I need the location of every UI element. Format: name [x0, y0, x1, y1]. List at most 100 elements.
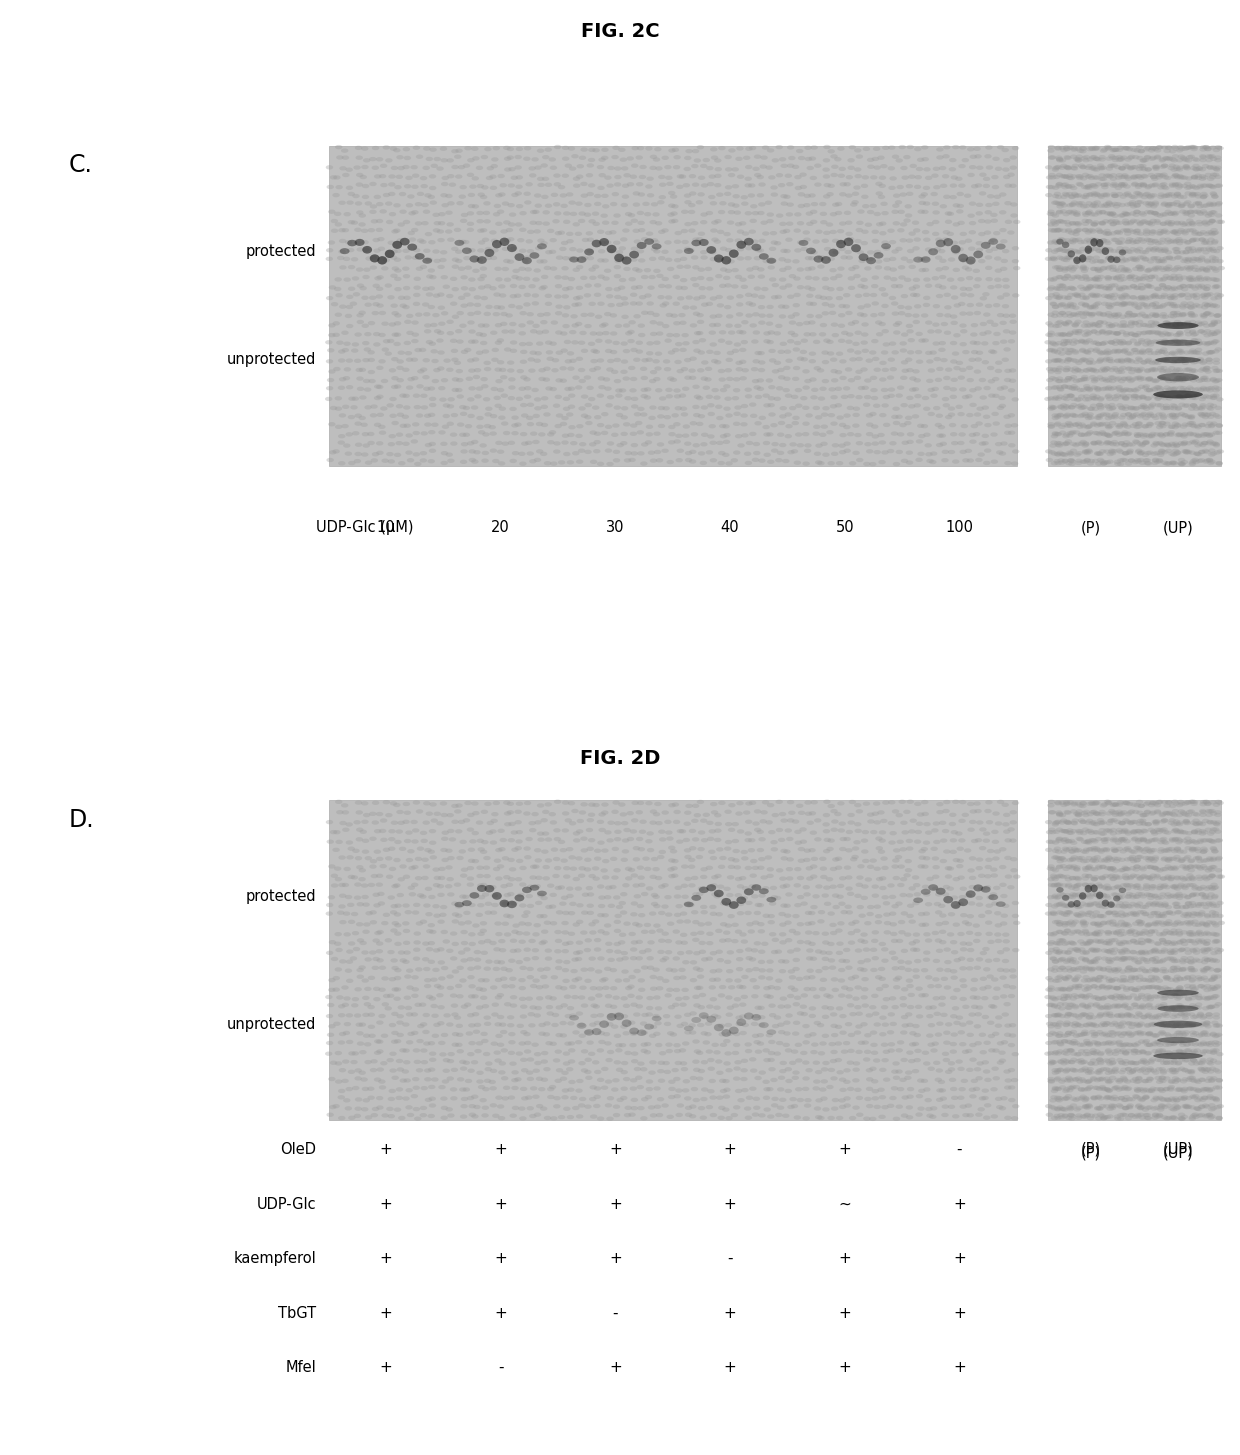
Circle shape — [1214, 975, 1221, 979]
Circle shape — [605, 1058, 613, 1062]
Circle shape — [1140, 1005, 1147, 1010]
Circle shape — [758, 1005, 765, 1010]
Circle shape — [816, 444, 823, 448]
Circle shape — [683, 1080, 691, 1084]
Circle shape — [1104, 800, 1111, 805]
Circle shape — [621, 1061, 629, 1065]
Circle shape — [1116, 1004, 1123, 1008]
Circle shape — [402, 819, 409, 824]
Circle shape — [1064, 166, 1071, 170]
Circle shape — [1095, 342, 1102, 346]
Circle shape — [440, 147, 448, 151]
Circle shape — [351, 912, 358, 917]
Circle shape — [742, 320, 749, 324]
Circle shape — [1110, 803, 1117, 808]
Circle shape — [1167, 339, 1174, 343]
Circle shape — [936, 313, 944, 317]
Circle shape — [1054, 192, 1061, 196]
Circle shape — [1162, 186, 1169, 191]
Circle shape — [1123, 268, 1131, 272]
Circle shape — [761, 800, 769, 805]
Circle shape — [750, 204, 758, 208]
Circle shape — [1151, 387, 1158, 391]
Circle shape — [733, 388, 740, 393]
Circle shape — [1078, 856, 1085, 860]
Circle shape — [864, 1049, 872, 1053]
Circle shape — [1178, 154, 1185, 159]
Circle shape — [1104, 930, 1111, 934]
Circle shape — [394, 931, 402, 936]
Circle shape — [1140, 394, 1147, 399]
Circle shape — [1089, 947, 1096, 952]
Circle shape — [500, 885, 507, 889]
Circle shape — [424, 329, 432, 333]
Circle shape — [734, 342, 742, 346]
Circle shape — [516, 185, 523, 189]
Circle shape — [1094, 266, 1101, 271]
Circle shape — [758, 857, 765, 861]
Circle shape — [1154, 156, 1162, 160]
Circle shape — [1138, 265, 1146, 269]
Circle shape — [1069, 202, 1076, 207]
Circle shape — [1090, 984, 1097, 988]
Circle shape — [1106, 306, 1114, 310]
Circle shape — [446, 332, 454, 336]
Circle shape — [1132, 1032, 1140, 1036]
Circle shape — [1195, 856, 1203, 860]
Circle shape — [381, 1061, 388, 1065]
Circle shape — [1125, 1030, 1132, 1035]
Ellipse shape — [522, 258, 532, 265]
Circle shape — [436, 947, 444, 952]
Circle shape — [495, 340, 502, 345]
Circle shape — [1161, 800, 1168, 805]
Circle shape — [913, 1024, 920, 1029]
Circle shape — [1189, 329, 1197, 333]
Circle shape — [567, 239, 574, 243]
Circle shape — [1081, 450, 1089, 454]
Circle shape — [1100, 387, 1107, 391]
Circle shape — [1138, 995, 1146, 1000]
Circle shape — [899, 847, 906, 851]
Circle shape — [774, 896, 781, 901]
Circle shape — [1147, 864, 1154, 869]
Circle shape — [1133, 1061, 1141, 1065]
Circle shape — [1188, 154, 1195, 159]
Circle shape — [808, 352, 816, 356]
Circle shape — [750, 413, 758, 418]
Circle shape — [1092, 259, 1100, 263]
Circle shape — [1078, 358, 1085, 362]
Circle shape — [978, 191, 986, 195]
Circle shape — [559, 1033, 567, 1037]
Circle shape — [1001, 259, 1008, 263]
Ellipse shape — [515, 895, 525, 902]
Circle shape — [990, 867, 997, 872]
Circle shape — [1081, 882, 1089, 886]
Circle shape — [749, 403, 756, 407]
Circle shape — [758, 361, 765, 365]
Circle shape — [1182, 1016, 1189, 1020]
Circle shape — [549, 905, 557, 909]
Circle shape — [1188, 370, 1195, 374]
Circle shape — [1142, 952, 1149, 956]
Circle shape — [630, 829, 637, 834]
Circle shape — [599, 173, 606, 178]
Circle shape — [1187, 351, 1194, 355]
Circle shape — [744, 911, 751, 915]
Circle shape — [1112, 848, 1120, 853]
Circle shape — [994, 256, 1002, 260]
Circle shape — [1148, 975, 1156, 979]
Circle shape — [451, 377, 459, 381]
Circle shape — [691, 876, 698, 880]
Circle shape — [1154, 876, 1162, 880]
Circle shape — [412, 975, 419, 979]
Circle shape — [1081, 957, 1089, 962]
Circle shape — [1100, 838, 1107, 842]
Circle shape — [1140, 1049, 1147, 1053]
Circle shape — [1118, 837, 1126, 841]
Ellipse shape — [463, 901, 471, 906]
Circle shape — [1184, 841, 1192, 845]
Circle shape — [1120, 250, 1127, 255]
Circle shape — [889, 1021, 897, 1026]
Circle shape — [1211, 266, 1219, 271]
Circle shape — [704, 1032, 712, 1036]
